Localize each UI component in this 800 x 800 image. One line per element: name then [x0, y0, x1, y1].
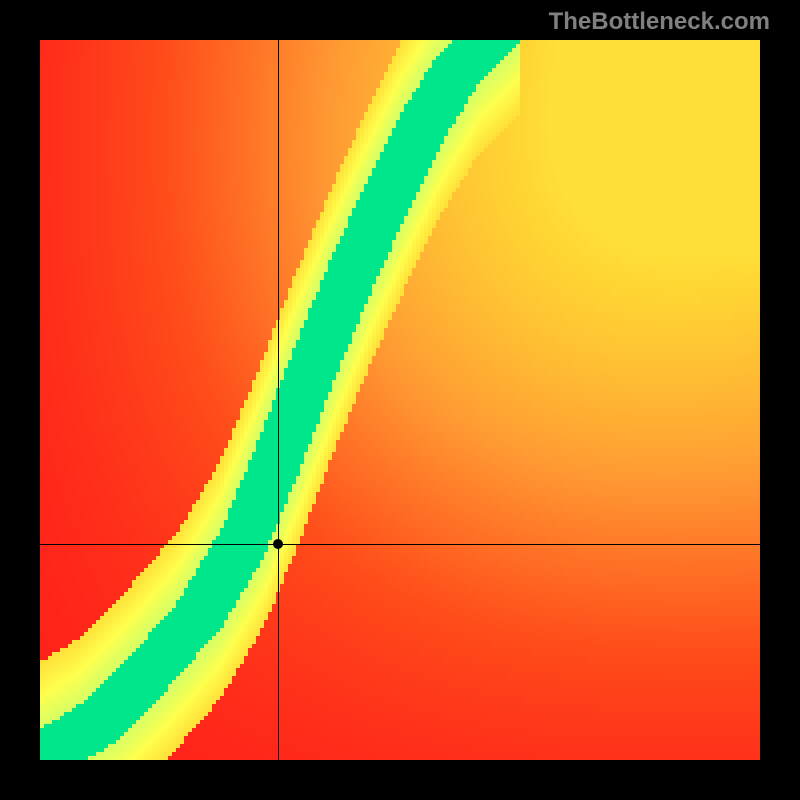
- watermark-text: TheBottleneck.com: [549, 8, 770, 36]
- heatmap-canvas: [40, 40, 760, 760]
- crosshair-horizontal: [40, 544, 760, 545]
- crosshair-vertical: [278, 40, 279, 760]
- marker-dot: [273, 539, 283, 549]
- plot-area: [40, 40, 760, 760]
